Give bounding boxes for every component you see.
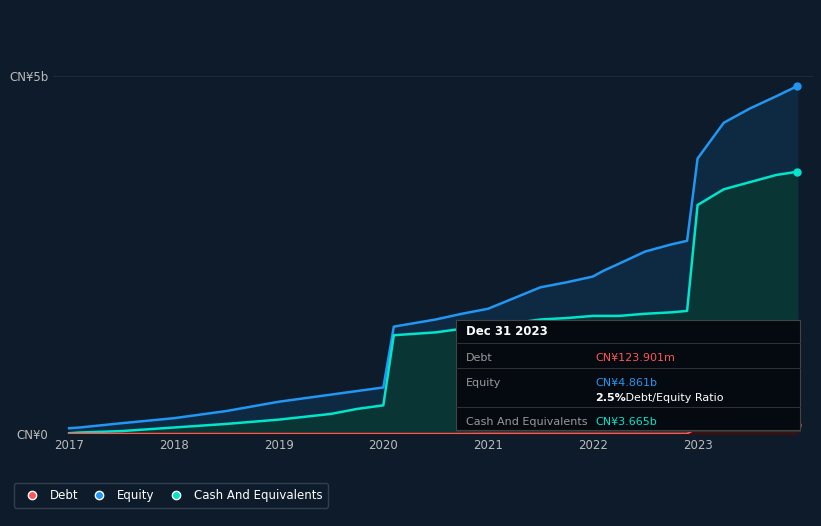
Text: Dec 31 2023: Dec 31 2023 xyxy=(466,325,548,338)
Text: 2.5%: 2.5% xyxy=(595,393,626,403)
Text: Debt: Debt xyxy=(466,353,493,363)
Text: Debt/Equity Ratio: Debt/Equity Ratio xyxy=(622,393,724,403)
Text: Equity: Equity xyxy=(466,378,501,388)
Text: CN¥123.901m: CN¥123.901m xyxy=(595,353,675,363)
Text: CN¥3.665b: CN¥3.665b xyxy=(595,417,657,427)
Text: CN¥4.861b: CN¥4.861b xyxy=(595,378,658,388)
Legend: Debt, Equity, Cash And Equivalents: Debt, Equity, Cash And Equivalents xyxy=(14,483,328,508)
Text: Cash And Equivalents: Cash And Equivalents xyxy=(466,417,587,427)
